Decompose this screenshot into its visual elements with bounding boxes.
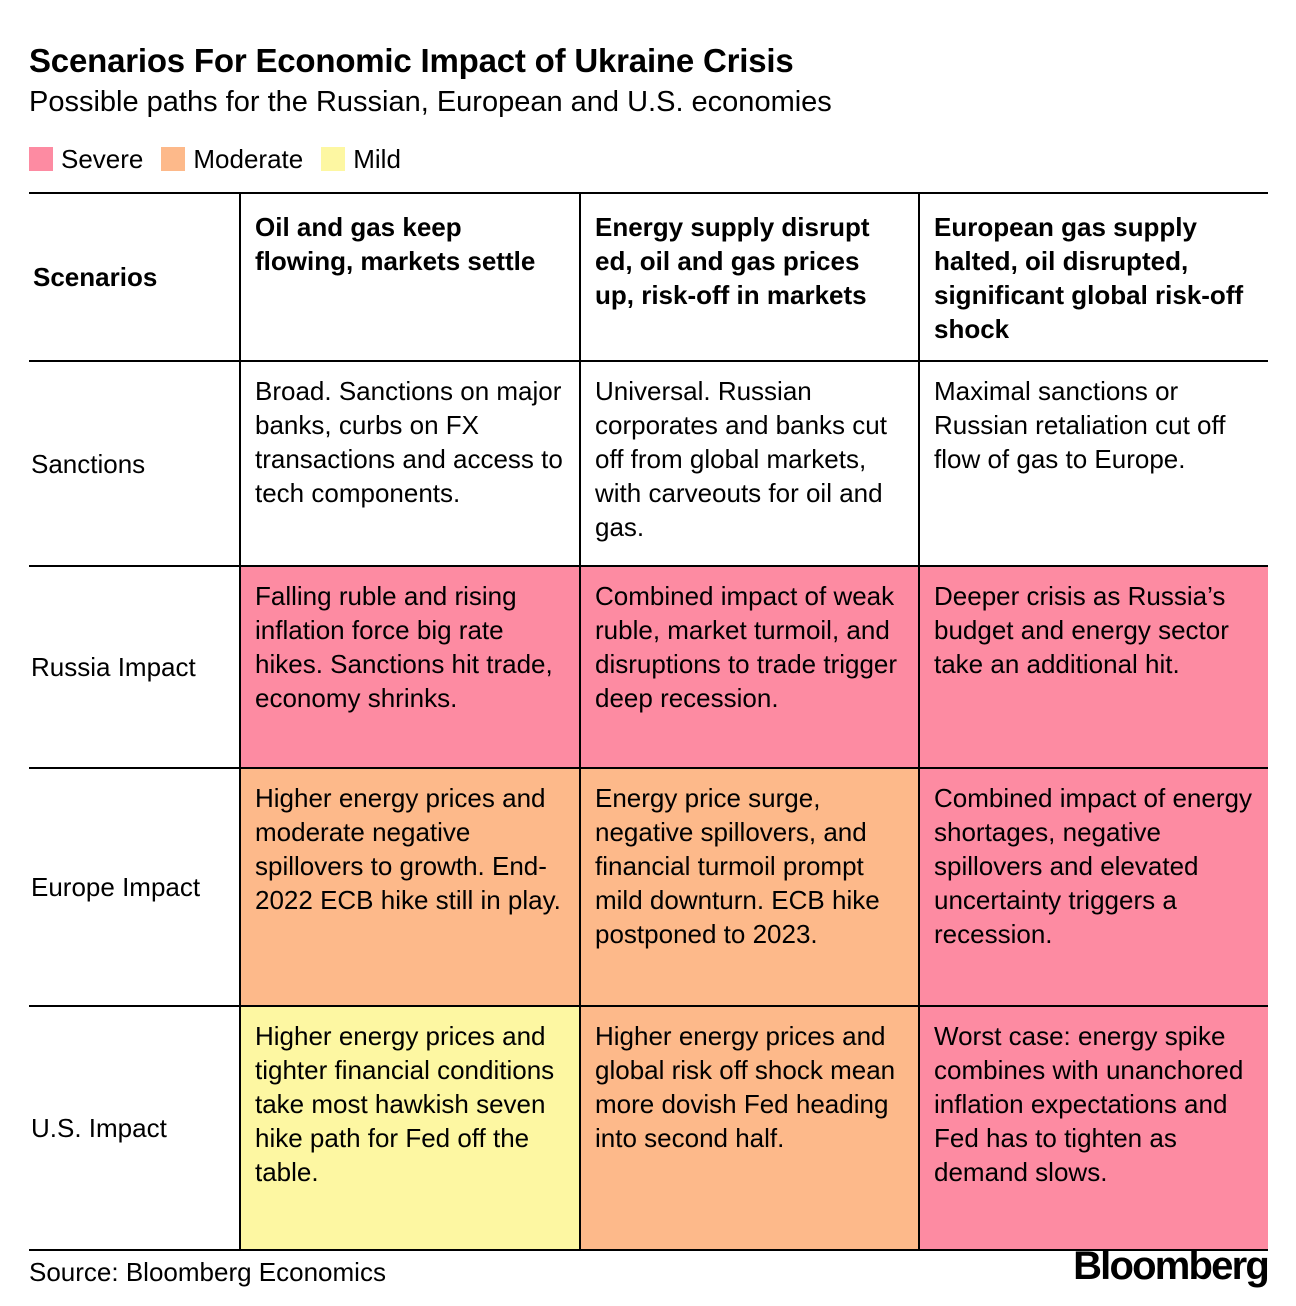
legend-item-severe: Severe [29,144,143,175]
scenario-header-3: European gas supply halted, oil disrupte… [918,192,1268,362]
source-note: Source: Bloomberg Economics [29,1257,386,1287]
row-label-russia: Russia Impact [29,565,241,769]
table-row-russia: Russia Impact Falling ruble and rising i… [29,565,1268,769]
table-row-europe: Europe Impact Higher energy prices and m… [29,767,1268,1007]
scenario-table: Scenarios Oil and gas keep flowing, mark… [29,192,1268,1251]
table-cell: Combined impact of weak ruble, market tu… [579,565,920,769]
header-scenarios-label: Scenarios [29,192,241,362]
cell-text: Maximal sanctions or Russian retaliation… [934,376,1226,474]
cell-text: Universal. Russian corporates and banks … [595,376,887,542]
cell-text: Broad. Sanctions on major banks, curbs o… [255,376,563,508]
chart-subtitle: Possible paths for the Russian, European… [29,86,832,118]
legend-swatch-severe [29,147,53,171]
cell-text: Higher energy prices and global risk off… [595,1021,896,1153]
table-cell: Universal. Russian corporates and banks … [579,360,920,567]
table-header-row: Scenarios Oil and gas keep flowing, mark… [29,192,1268,362]
cell-text: Combined impact of weak ruble, market tu… [595,581,898,713]
table-cell: Worst case: energy spike combines with u… [918,1005,1268,1251]
legend-swatch-moderate [161,147,186,171]
cell-text: Higher energy prices and moderate negati… [255,783,561,915]
legend-item-mild: Mild [321,144,401,175]
table-cell: Higher energy prices and moderate negati… [239,767,581,1007]
row-label-sanctions: Sanctions [29,360,241,567]
table-cell: Combined impact of energy shortages, neg… [918,767,1268,1007]
table-row-us: U.S. Impact Higher energy prices and tig… [29,1005,1268,1251]
table-cell: Falling ruble and rising inflation force… [239,565,581,769]
table-cell: Maximal sanctions or Russian retaliation… [918,360,1268,567]
row-label-europe: Europe Impact [29,767,241,1007]
legend-label-severe: Severe [61,143,144,174]
table-cell: Broad. Sanctions on major banks, curbs o… [239,360,581,567]
row-label-us: U.S. Impact [29,1005,241,1251]
legend-swatch-mild [321,147,346,171]
table-cell: Energy price surge, negative spillovers,… [579,767,920,1007]
cell-text: Worst case: energy spike combines with u… [934,1021,1244,1187]
legend-label-moderate: Moderate [193,143,304,174]
table-cell: Higher energy prices and tighter financi… [239,1005,581,1251]
cell-text: Falling ruble and rising inflation force… [255,581,553,713]
legend-item-moderate: Moderate [161,144,303,175]
table-cell: Higher energy prices and global risk off… [579,1005,920,1251]
scenario-header-1: Oil and gas keep flowing, markets settle [239,192,581,362]
cell-text: Energy price surge, negative spillovers,… [595,783,880,949]
cell-text: Deeper crisis as Russia’s budget and ene… [934,581,1229,679]
table-row-sanctions: Sanctions Broad. Sanctions on major bank… [29,360,1268,567]
scenario-header-2: Energy supply disrupt ed, oil and gas pr… [579,192,920,362]
bloomberg-logo: Bloomberg [1073,1244,1270,1288]
chart-title: Scenarios For Economic Impact of Ukraine… [29,42,794,79]
legend-label-mild: Mild [353,143,401,174]
table-cell: Deeper crisis as Russia’s budget and ene… [918,565,1268,769]
legend: Severe Moderate Mild [29,143,419,175]
cell-text: Higher energy prices and tighter financi… [255,1021,555,1187]
cell-text: Combined impact of energy shortages, neg… [934,783,1252,949]
